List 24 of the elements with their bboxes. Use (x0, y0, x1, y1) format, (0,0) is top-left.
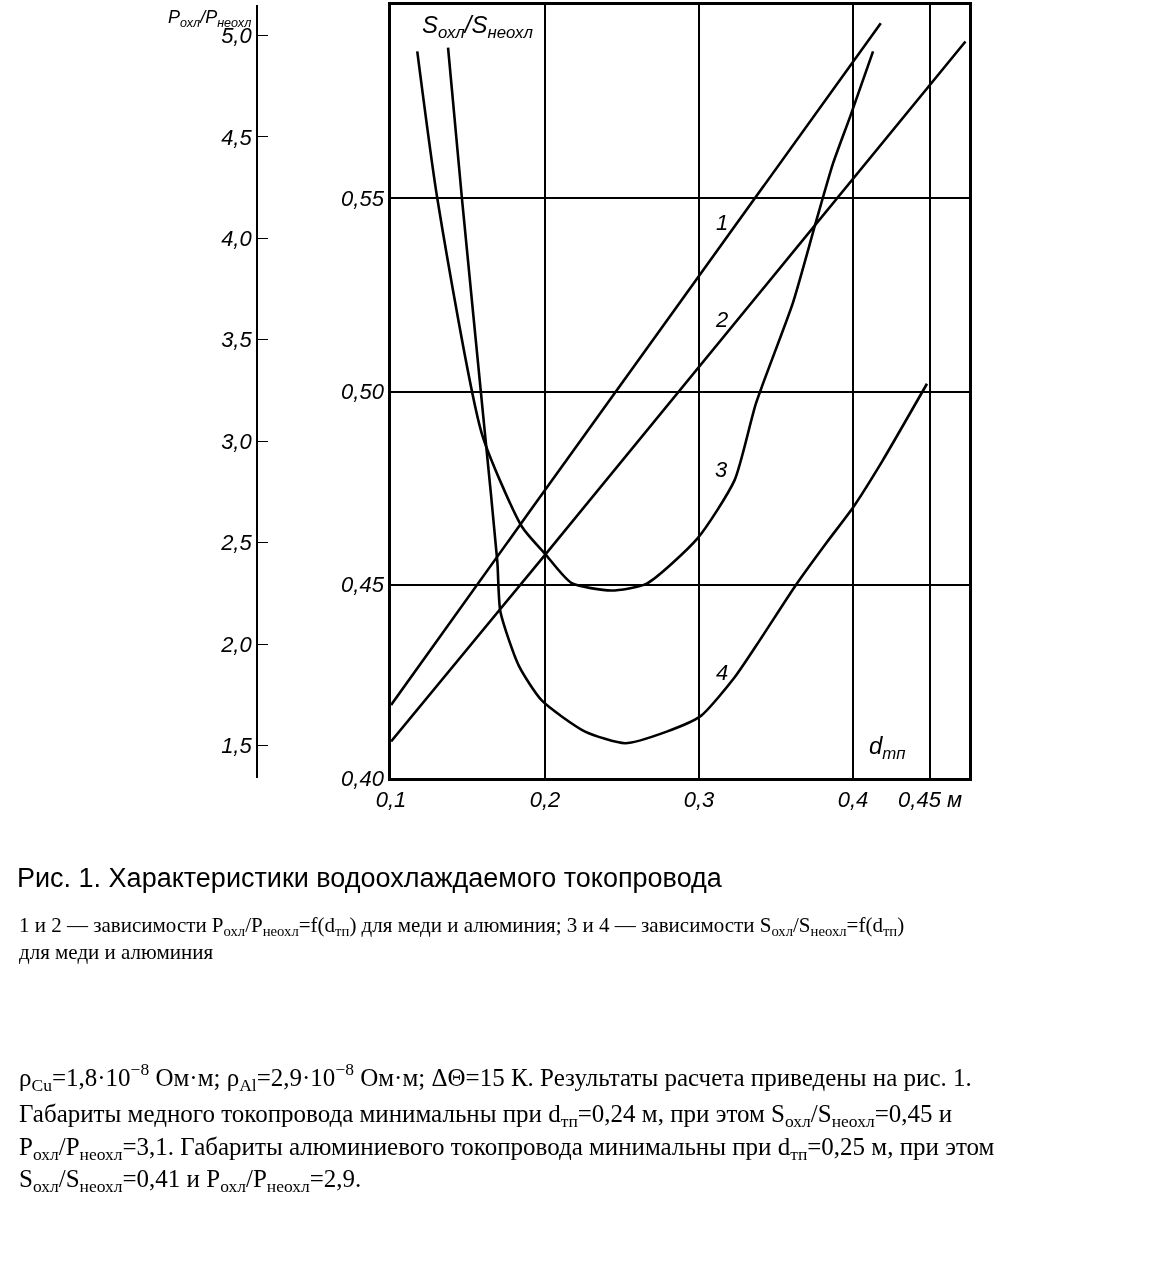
y-tick-label: 2,0 (220, 631, 253, 657)
series-label: 4 (716, 660, 729, 685)
y2-tick-label: 0,55 (341, 185, 385, 211)
text: Рис. 1. Характеристики водоохлаждаемого токопровода (17, 862, 723, 893)
y-tick-label: 4,5 (221, 124, 253, 150)
text: ρ$_{Cu}$=1,8·10$^{−8}$ Ом·м; ρ$_{Al}$=2,9·10$^{−8}$ Ом·м; ΔΘ=15 К. Результаты расчета приведены на рис. 1. (19, 1059, 972, 1095)
x-tick-label: 0,4 (837, 787, 869, 813)
y-tick-label: 2,5 (220, 530, 253, 556)
y-tick-label: 3,0 (221, 428, 253, 454)
y2-axis-title: S$_{охл}$/S$_{неохл}$ (422, 11, 534, 43)
series-label: 1 (716, 210, 729, 235)
text: 1 и 2 — зависимости P$_{охл}$/P$_{неохл}$=f(d$_{тп}$) для меди и алюминия; 3 и 4 — зависимости S$_{охл}$/S$_{неохл}$=f(d$_{тп}$) для меди и алюминия (19, 913, 905, 965)
y-tick-label: 3,5 (221, 327, 253, 353)
y2-tick-label: 0,45 (341, 572, 385, 598)
series-label: 3 (715, 457, 728, 482)
y2-tick-label: 0,50 (341, 379, 385, 405)
x-axis-title: d$_{тп}$ (869, 732, 906, 764)
x-tick-label: 0,3 (683, 787, 716, 813)
x-tick-label: 0,45 м (898, 787, 963, 813)
y-tick-label: 4,0 (221, 226, 253, 252)
text: Габариты медного токопровода минимальны при d$_{тп}$=0,24 м, при этом S$_{охл}$/S$_{неохл}$=0,45 и P$_{охл}$/P$_{неохл}$=3,1. Габариты алюминиевого токопровода минимальны при d$_{тп}$=0,25 м, при этом S$_{охл}$/S$_{неохл}$=0,41 и P$_{охл}$/P$_{неохл}$=2,9. (19, 1100, 995, 1197)
y-tick-label: 1,5 (221, 733, 253, 759)
x-tick-label: 0,2 (529, 787, 561, 813)
series-label: 2 (715, 307, 729, 332)
